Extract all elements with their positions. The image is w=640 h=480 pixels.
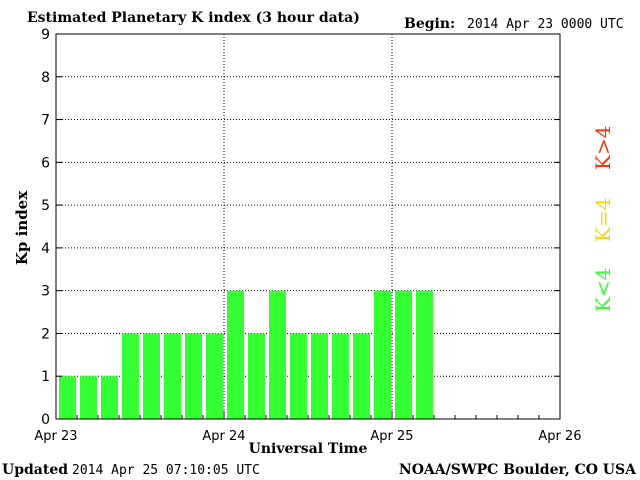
kp-bar bbox=[416, 290, 433, 419]
x-tick-label: Apr 26 bbox=[538, 429, 581, 444]
begin-value: 2014 Apr 23 0000 UTC bbox=[467, 17, 624, 32]
kp-bar bbox=[248, 333, 265, 419]
legend-k-eq-4: K=4 bbox=[591, 198, 615, 242]
kp-bar bbox=[332, 333, 349, 419]
kp-bar bbox=[59, 376, 76, 419]
kp-bar bbox=[353, 333, 370, 419]
x-axis-label: Universal Time bbox=[249, 441, 368, 457]
kp-bar bbox=[80, 376, 97, 419]
grid-lines bbox=[56, 34, 560, 419]
kp-bar bbox=[122, 333, 139, 419]
plot-frame bbox=[55, 33, 561, 420]
source-credit: NOAA/SWPC Boulder, CO USA bbox=[399, 462, 637, 478]
kp-bar bbox=[227, 290, 244, 419]
axis-ticks: 0 1 2 3 4 5 6 7 8 9 Apr 23 Apr 24 Apr 25 Apr 26 bbox=[34, 27, 581, 444]
y-tick-label: 6 bbox=[41, 155, 50, 171]
y-tick-label: 4 bbox=[41, 241, 50, 257]
x-tick-label: Apr 25 bbox=[370, 429, 413, 444]
kp-bar bbox=[101, 376, 118, 419]
updated-value: 2014 Apr 25 07:10:05 UTC bbox=[72, 463, 260, 478]
updated-label: Updated bbox=[2, 462, 68, 478]
kp-bar bbox=[290, 333, 307, 419]
y-tick-label: 2 bbox=[41, 326, 50, 342]
kp-bar bbox=[374, 290, 391, 419]
y-tick-label: 3 bbox=[41, 284, 50, 300]
y-tick-label: 7 bbox=[41, 113, 50, 129]
y-tick-label: 8 bbox=[41, 70, 50, 86]
bars bbox=[59, 290, 433, 419]
legend-k-gt-4: K>4 bbox=[591, 126, 615, 170]
y-tick-label: 1 bbox=[41, 369, 50, 385]
y-axis-label: Kp index bbox=[13, 190, 31, 265]
y-tick-label: 5 bbox=[41, 198, 50, 214]
kp-bar bbox=[311, 333, 328, 419]
kp-bar bbox=[143, 333, 160, 419]
x-tick-label: Apr 24 bbox=[202, 429, 245, 444]
kp-bar bbox=[269, 290, 286, 419]
x-tick-label: Apr 23 bbox=[34, 429, 77, 444]
kp-bar bbox=[185, 333, 202, 419]
kp-bar bbox=[206, 333, 223, 419]
kp-bar bbox=[164, 333, 181, 419]
chart-title: Estimated Planetary K index (3 hour data… bbox=[27, 10, 360, 26]
y-tick-label: 9 bbox=[41, 27, 50, 43]
kp-bar bbox=[395, 290, 412, 419]
legend-k-lt-4: K<4 bbox=[591, 268, 615, 312]
begin-label: Begin: bbox=[404, 16, 455, 32]
y-tick-label: 0 bbox=[41, 412, 50, 428]
